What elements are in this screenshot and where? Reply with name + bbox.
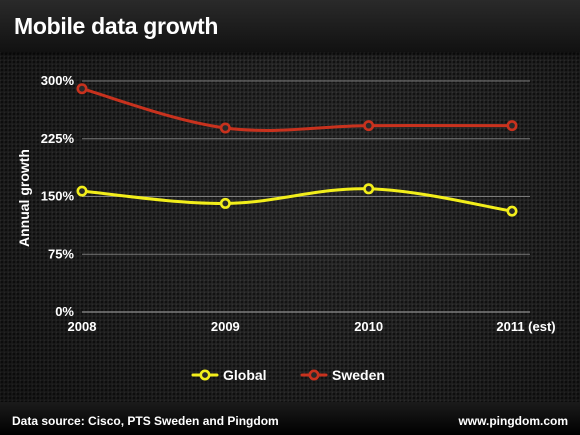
series-line-sweden [80,87,514,132]
x-tick-label: 2008 [68,319,97,334]
y-tick-labels: 0% 75% 150% 225% 300% [41,73,75,319]
x-tick-label: 2010 [354,319,383,334]
legend-label-global: Global [223,367,267,383]
data-point-sweden [363,120,375,132]
legend: Global Sweden [191,367,385,383]
website-text: www.pingdom.com [458,414,568,428]
data-point-global [506,205,518,217]
x-tick-labels: 2008 2009 2010 2011 (est) [68,319,556,334]
gridlines [82,80,530,313]
header-bar: Mobile data growth [0,0,580,52]
y-tick-label: 0% [55,304,74,319]
y-tick-label: 300% [41,73,75,88]
y-tick-label: 225% [41,131,75,146]
data-point-global [363,183,375,195]
y-tick-label: 150% [41,189,75,204]
legend-marker-sweden [308,369,320,381]
y-tick-label: 75% [48,246,74,261]
legend-label-sweden: Sweden [332,367,385,383]
series-lines [76,83,518,217]
chart-title: Mobile data growth [14,13,219,39]
data-point-sweden [506,120,518,132]
x-tick-label: 2009 [211,319,240,334]
data-point-global [219,197,231,209]
data-point-sweden [219,122,231,134]
data-point-global [76,185,88,197]
legend-marker-global [199,369,211,381]
footer-bar: Data source: Cisco, PTS Sweden and Pingd… [0,402,580,435]
series-line-global [80,187,514,213]
data-point-sweden [76,83,88,95]
data-source-text: Data source: Cisco, PTS Sweden and Pingd… [12,414,279,428]
x-tick-label: 2011 (est) [496,319,555,334]
